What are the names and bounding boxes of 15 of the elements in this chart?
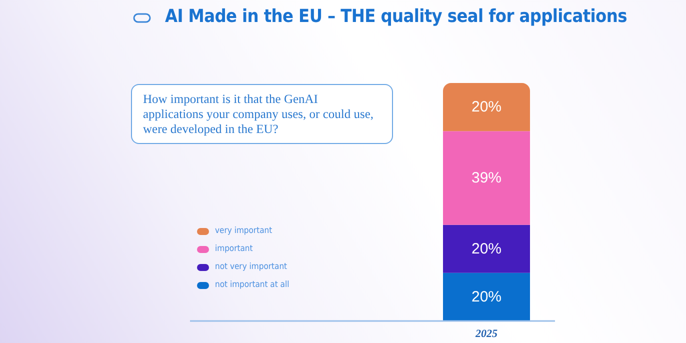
legend-label: important (215, 244, 253, 254)
bar (443, 272, 530, 321)
legend-label: not important at all (215, 280, 290, 290)
data-label: 39% (471, 169, 502, 186)
legend-label: very important (215, 226, 272, 236)
bar (443, 83, 530, 132)
text: How important is it that the GenAI applications your company uses, or could use, were developed in the EU? (131, 84, 393, 144)
data-label: 20% (471, 240, 502, 258)
data-label: 20% (471, 98, 502, 116)
data-label: 20% (471, 288, 502, 306)
chart-title: AI Made in the EU – THE quality seal for applications (165, 6, 627, 27)
legend-label: not very important (215, 262, 288, 272)
x-tick-label: 2025 (474, 328, 498, 340)
bar (443, 224, 530, 273)
bar (443, 131, 530, 225)
